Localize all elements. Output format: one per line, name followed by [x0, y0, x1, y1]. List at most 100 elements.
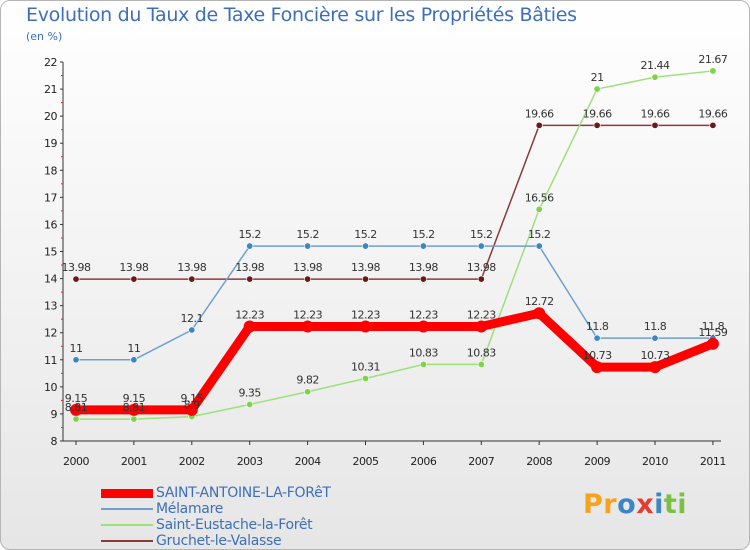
data-label: 9.15 [181, 392, 204, 405]
data-point [188, 326, 196, 334]
data-point [651, 334, 659, 342]
data-label: 12.23 [351, 308, 380, 321]
proxiti-logo: Proxiti [583, 489, 687, 520]
legend-item[interactable]: Gruchet-le-Valasse [101, 533, 331, 549]
data-point [127, 403, 140, 416]
logo-letter: r [603, 489, 618, 520]
data-label: 15.2 [296, 228, 319, 241]
data-point [649, 361, 661, 374]
legend-swatch [101, 540, 153, 542]
series-line [76, 245, 713, 361]
data-label: 10.73 [583, 349, 612, 362]
data-label: 13.98 [119, 261, 148, 274]
y-tick-label: 15 [44, 246, 57, 259]
chart-unit-label: (en %) [26, 30, 63, 43]
data-point [301, 320, 314, 333]
legend-label: Mélamare [156, 501, 224, 517]
data-label: 9.35 [238, 386, 261, 399]
data-label: 15.2 [238, 228, 261, 241]
chart-title: Evolution du Taux de Taxe Foncière sur l… [26, 4, 577, 26]
data-label: 12.23 [293, 308, 322, 321]
logo-letter: P [583, 489, 604, 520]
legend-item[interactable]: Mélamare [101, 501, 331, 517]
x-tick-label: 2009 [584, 455, 610, 468]
legend-label: Gruchet-le-Valasse [156, 533, 282, 549]
legend: SAINT-ANTOINE-LA-FORêT Mélamare Saint-Eu… [101, 485, 331, 549]
y-tick-label: 22 [44, 56, 57, 69]
data-label: 21.67 [698, 53, 727, 66]
data-label: 13.98 [409, 261, 438, 274]
data-point [130, 415, 138, 423]
data-point [709, 121, 717, 129]
data-point [72, 356, 80, 364]
data-label: 15.2 [470, 228, 493, 241]
logo-letter: i [677, 489, 688, 520]
y-tick-label: 13 [44, 300, 57, 313]
y-tick-label: 21 [44, 83, 57, 96]
data-label: 19.66 [525, 107, 554, 120]
y-tick-label: 19 [44, 137, 57, 150]
y-tick-label: 11 [44, 354, 57, 367]
data-point [304, 242, 312, 250]
x-tick-label: 2006 [410, 455, 436, 468]
y-tick-label: 16 [44, 218, 57, 231]
legend-swatch [101, 488, 153, 498]
data-point [475, 320, 488, 333]
data-point [593, 334, 601, 342]
data-label: 11 [127, 342, 140, 355]
data-label: 13.98 [62, 261, 91, 274]
x-tick-label: 2010 [642, 455, 668, 468]
data-label: 11.8 [586, 320, 609, 333]
data-label: 11.8 [644, 320, 667, 333]
data-point [651, 121, 659, 129]
y-tick-label: 10 [44, 381, 57, 394]
data-point [72, 415, 80, 423]
data-point [361, 242, 369, 250]
data-point [246, 242, 254, 250]
data-label: 11.59 [698, 326, 727, 339]
data-point [361, 275, 369, 283]
x-tick-label: 2003 [237, 455, 263, 468]
x-tick-label: 2008 [526, 455, 552, 468]
data-point [419, 242, 427, 250]
legend-label: SAINT-ANTOINE-LA-FORêT [156, 485, 331, 501]
data-label: 13.98 [235, 261, 264, 274]
data-label: 13.98 [351, 261, 380, 274]
data-label: 10.31 [351, 360, 380, 373]
data-point [243, 320, 256, 333]
data-label: 21 [591, 71, 604, 84]
data-label: 12.72 [525, 295, 554, 308]
data-point [477, 360, 485, 368]
legend-item[interactable]: Saint-Eustache-la-Forêt [101, 517, 331, 533]
data-point [72, 275, 80, 283]
data-label: 12.23 [409, 308, 438, 321]
data-label: 15.2 [354, 228, 377, 241]
y-tick-label: 17 [44, 191, 57, 204]
data-label: 9.15 [123, 392, 146, 405]
x-tick-label: 2007 [468, 455, 494, 468]
data-label: 19.66 [698, 107, 727, 120]
y-tick-label: 14 [44, 273, 57, 286]
data-point [246, 400, 254, 408]
x-tick-label: 2002 [179, 455, 205, 468]
data-point [533, 307, 546, 320]
legend-label: Saint-Eustache-la-Forêt [156, 517, 313, 533]
data-point [419, 360, 427, 368]
y-tick-label: 12 [44, 327, 57, 340]
data-point [535, 242, 543, 250]
data-point [246, 275, 254, 283]
data-label: 15.2 [528, 228, 551, 241]
y-tick-label: 18 [44, 164, 57, 177]
data-label: 15.2 [412, 228, 435, 241]
data-label: 8.81 [123, 401, 146, 414]
data-label: 16.56 [525, 191, 554, 204]
x-tick-label: 2004 [295, 455, 321, 468]
legend-item[interactable]: SAINT-ANTOINE-LA-FORêT [101, 485, 331, 501]
data-label: 19.66 [583, 107, 612, 120]
data-label: 9.15 [65, 392, 88, 405]
logo-letter: x [636, 489, 655, 520]
data-point [535, 121, 543, 129]
legend-swatch [101, 524, 153, 526]
data-point [130, 356, 138, 364]
